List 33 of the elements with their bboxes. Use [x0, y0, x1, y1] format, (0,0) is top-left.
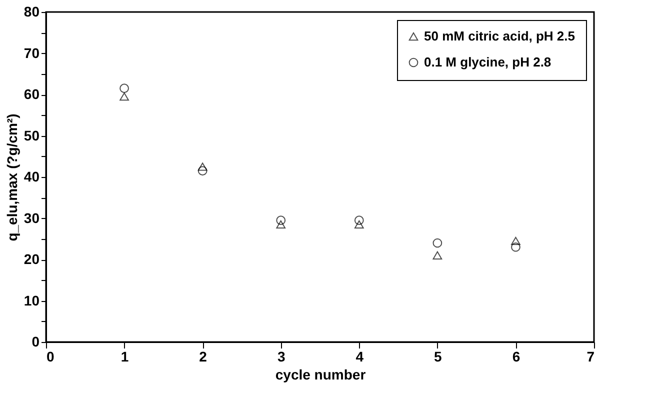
y-tick-label: 40 — [24, 168, 40, 184]
y-tick-label: 70 — [24, 44, 40, 61]
x-tick-label: 3 — [277, 348, 286, 364]
x-tick-label: 6 — [512, 348, 520, 364]
x-tick-label: 7 — [586, 348, 595, 364]
x-tick-label: 1 — [120, 348, 129, 364]
x-tick-label: 0 — [46, 348, 54, 364]
y-tick-label: 0 — [32, 334, 40, 350]
point — [354, 216, 364, 225]
x-tick-label: 2 — [199, 348, 208, 364]
y-tick-label: 10 — [24, 292, 40, 308]
y-tick-label: 20 — [24, 251, 40, 267]
legend-label: 0.1 M glycine, pH 2.8 — [424, 54, 552, 70]
x-axis-title: cycle number — [275, 366, 366, 382]
point — [120, 84, 129, 93]
y-tick-label: 80 — [24, 4, 40, 20]
y-tick-label: 30 — [24, 210, 40, 226]
y-tick-label: 60 — [24, 86, 40, 102]
point — [276, 216, 286, 225]
point — [198, 162, 208, 171]
point — [432, 251, 442, 260]
point — [511, 242, 520, 252]
point — [511, 236, 520, 246]
point — [432, 238, 442, 248]
y-tick-label: 50 — [24, 127, 40, 144]
legend-label: 50 mM citric acid, pH 2.5 — [424, 28, 576, 44]
point — [120, 92, 129, 101]
x-tick-label: 4 — [356, 348, 364, 364]
y-axis-title: q_elu,max (?g/cm²) — [4, 114, 20, 242]
point — [276, 220, 286, 229]
x-tick-label: 5 — [434, 348, 442, 364]
point — [354, 220, 364, 229]
point — [198, 166, 208, 176]
